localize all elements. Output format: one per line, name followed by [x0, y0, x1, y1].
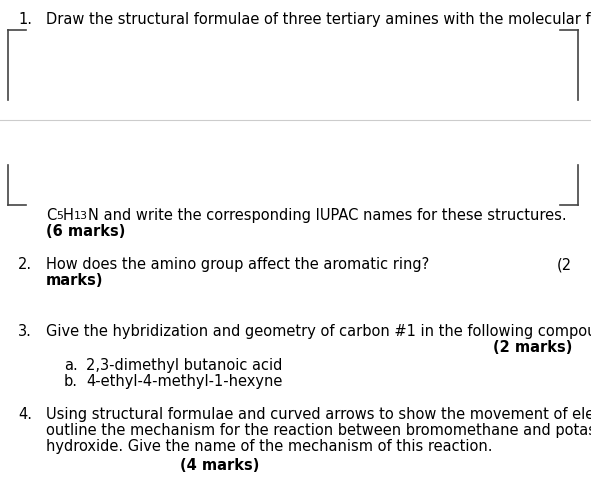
- Text: (4 marks): (4 marks): [180, 458, 259, 473]
- Text: 5: 5: [56, 211, 63, 221]
- Text: outline the mechanism for the reaction between bromomethane and potassium: outline the mechanism for the reaction b…: [46, 423, 591, 438]
- Text: Draw the structural formulae of three tertiary amines with the molecular formula: Draw the structural formulae of three te…: [46, 12, 591, 27]
- Text: Using structural formulae and curved arrows to show the movement of electrons,: Using structural formulae and curved arr…: [46, 407, 591, 422]
- Text: N: N: [88, 208, 99, 223]
- Text: (6 marks): (6 marks): [46, 224, 125, 239]
- Text: marks): marks): [46, 273, 103, 288]
- Text: H: H: [63, 208, 74, 223]
- Text: and write the corresponding IUPAC names for these structures.: and write the corresponding IUPAC names …: [99, 208, 567, 223]
- Text: (2: (2: [557, 257, 572, 272]
- Text: a.: a.: [64, 358, 78, 373]
- Text: 4-ethyl-4-methyl-1-hexyne: 4-ethyl-4-methyl-1-hexyne: [86, 374, 282, 389]
- Text: How does the amino group affect the aromatic ring?: How does the amino group affect the arom…: [46, 257, 429, 272]
- Text: Give the hybridization and geometry of carbon #1 in the following compounds:: Give the hybridization and geometry of c…: [46, 324, 591, 339]
- Text: 1.: 1.: [18, 12, 32, 27]
- Text: 4.: 4.: [18, 407, 32, 422]
- Text: hydroxide. Give the name of the mechanism of this reaction.: hydroxide. Give the name of the mechanis…: [46, 439, 492, 454]
- Text: b.: b.: [64, 374, 78, 389]
- Text: 3.: 3.: [18, 324, 32, 339]
- Text: 2.: 2.: [18, 257, 32, 272]
- Text: 2,3-dimethyl butanoic acid: 2,3-dimethyl butanoic acid: [86, 358, 282, 373]
- Text: 13: 13: [74, 211, 88, 221]
- Text: (2 marks): (2 marks): [493, 340, 572, 355]
- Text: C: C: [46, 208, 56, 223]
